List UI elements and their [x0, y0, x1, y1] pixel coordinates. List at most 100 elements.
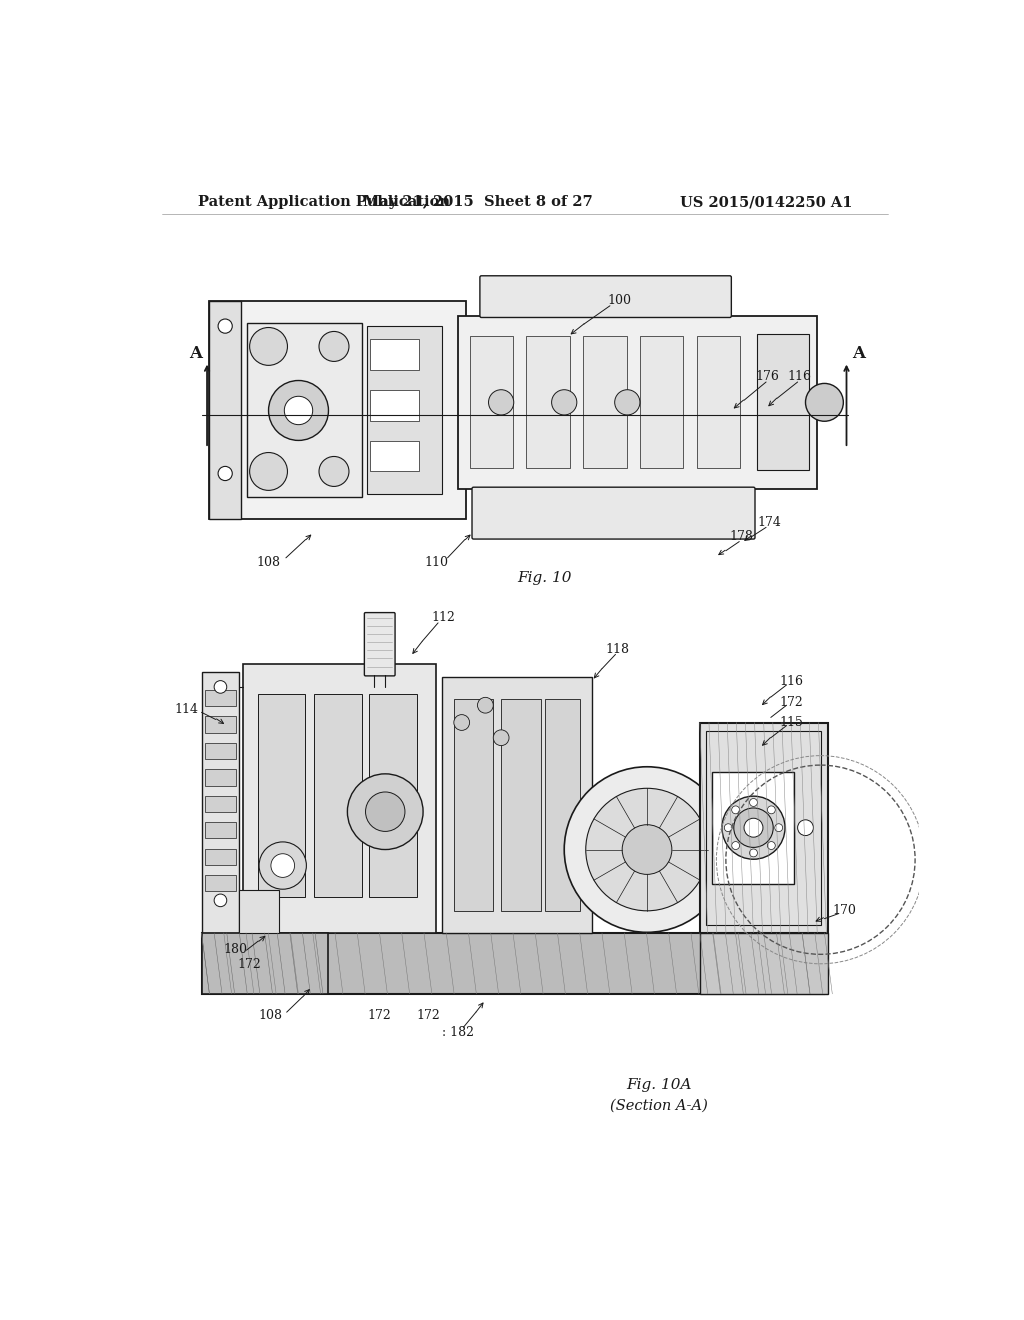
Bar — [699, 722, 827, 933]
Text: Patent Application Publication: Patent Application Publication — [198, 195, 450, 209]
Circle shape — [750, 849, 758, 857]
FancyBboxPatch shape — [480, 276, 731, 318]
Circle shape — [259, 842, 306, 890]
Text: 172: 172 — [237, 958, 261, 972]
Circle shape — [477, 697, 494, 713]
Text: 172: 172 — [417, 1008, 440, 1022]
Bar — [758, 334, 809, 470]
Circle shape — [775, 824, 782, 832]
Circle shape — [564, 767, 730, 932]
Circle shape — [285, 396, 312, 425]
Bar — [240, 890, 279, 933]
Text: : 182: : 182 — [441, 1026, 474, 1039]
Bar — [458, 315, 816, 488]
Bar — [205, 690, 237, 706]
Bar — [640, 337, 683, 469]
Text: May 21, 2015  Sheet 8 of 27: May 21, 2015 Sheet 8 of 27 — [362, 195, 592, 209]
Bar — [696, 337, 740, 469]
Bar — [205, 875, 237, 891]
Circle shape — [744, 818, 763, 837]
Bar — [202, 933, 824, 994]
Text: Fig. 10: Fig. 10 — [517, 572, 571, 585]
Circle shape — [494, 730, 509, 746]
Bar — [210, 301, 466, 519]
Circle shape — [767, 842, 775, 850]
Circle shape — [722, 796, 785, 859]
Bar — [707, 731, 821, 925]
Circle shape — [732, 842, 739, 850]
Text: 108: 108 — [259, 1008, 283, 1022]
Bar — [371, 441, 419, 471]
Circle shape — [268, 380, 329, 441]
Text: 176: 176 — [756, 371, 779, 383]
Bar — [205, 796, 237, 812]
Text: A: A — [188, 345, 202, 362]
Text: 174: 174 — [758, 516, 781, 529]
Circle shape — [750, 799, 758, 807]
Circle shape — [552, 389, 577, 414]
Bar — [370, 694, 417, 898]
Circle shape — [319, 457, 349, 487]
Bar — [205, 743, 237, 759]
Circle shape — [614, 389, 640, 414]
Bar — [583, 337, 627, 469]
Circle shape — [218, 466, 232, 480]
Text: 178: 178 — [730, 531, 754, 543]
Text: 108: 108 — [257, 557, 281, 569]
Bar — [244, 664, 436, 933]
Bar — [257, 694, 305, 898]
Bar — [454, 700, 494, 911]
Bar — [205, 770, 237, 785]
Circle shape — [319, 331, 349, 362]
Bar — [526, 337, 569, 469]
Text: 170: 170 — [833, 904, 856, 917]
Text: A: A — [852, 345, 865, 362]
Text: Fig. 10A: Fig. 10A — [626, 1078, 691, 1093]
Bar — [205, 849, 237, 865]
Circle shape — [271, 854, 295, 878]
Bar — [202, 933, 328, 994]
Circle shape — [454, 714, 470, 730]
Bar — [442, 677, 592, 933]
Circle shape — [347, 774, 423, 850]
Circle shape — [623, 825, 672, 874]
Circle shape — [214, 894, 226, 907]
Circle shape — [214, 681, 226, 693]
Text: 116: 116 — [787, 371, 811, 383]
Bar — [210, 301, 241, 519]
Bar — [371, 339, 419, 370]
FancyBboxPatch shape — [472, 487, 755, 539]
Text: 172: 172 — [779, 696, 803, 709]
Circle shape — [218, 319, 232, 333]
Text: 115: 115 — [779, 715, 803, 729]
Circle shape — [250, 327, 288, 366]
Bar — [314, 694, 361, 898]
Bar — [470, 337, 513, 469]
Bar — [545, 700, 580, 911]
Bar — [371, 391, 419, 421]
Circle shape — [366, 792, 404, 832]
Bar — [368, 326, 442, 494]
Bar — [205, 717, 237, 733]
Text: 114: 114 — [174, 702, 199, 715]
Circle shape — [250, 453, 288, 490]
Text: US 2015/0142250 A1: US 2015/0142250 A1 — [680, 195, 852, 209]
Circle shape — [806, 383, 844, 421]
Text: 116: 116 — [779, 676, 803, 688]
Circle shape — [724, 824, 732, 832]
Text: 112: 112 — [432, 611, 456, 624]
Circle shape — [734, 808, 773, 847]
Text: 180: 180 — [223, 942, 248, 956]
Circle shape — [732, 807, 739, 814]
Circle shape — [586, 788, 709, 911]
Bar — [699, 933, 827, 994]
Bar — [202, 672, 240, 933]
Bar — [501, 700, 541, 911]
Circle shape — [488, 389, 514, 414]
Text: 100: 100 — [607, 294, 632, 308]
FancyBboxPatch shape — [365, 612, 395, 676]
Circle shape — [798, 820, 813, 836]
Bar — [713, 772, 795, 883]
Text: 172: 172 — [367, 1008, 391, 1022]
Text: 118: 118 — [606, 643, 630, 656]
